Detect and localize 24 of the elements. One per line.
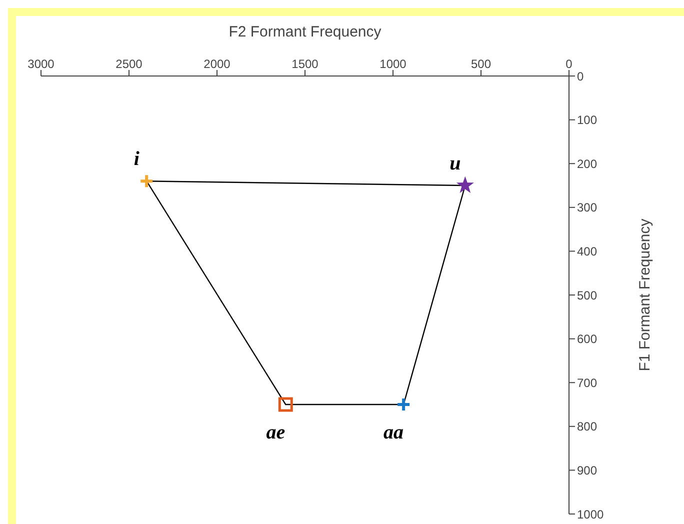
x-tick-label: 0	[566, 57, 573, 71]
x-tick-label: 3000	[28, 57, 55, 71]
series-label: ae	[266, 422, 286, 444]
y-tick-label: 600	[577, 332, 598, 346]
series-label: i	[134, 148, 140, 170]
y-tick-label: 1000	[577, 507, 604, 522]
y-tick-label: 700	[577, 376, 598, 390]
y-tick-label: 100	[577, 113, 598, 128]
series-label: u	[450, 152, 461, 174]
y-tick-label: 0	[577, 69, 584, 84]
y-tick-label: 800	[577, 420, 598, 434]
y-tick-label: 900	[577, 463, 598, 478]
x-tick-label: 500	[470, 57, 492, 71]
x-axis-title: F2 Formant Frequency	[228, 24, 382, 41]
y-tick-label: 300	[577, 200, 598, 215]
x-tick-label: 2000	[204, 57, 231, 71]
y-tick-label: 200	[577, 156, 598, 171]
y-tick-label: 400	[577, 244, 598, 258]
x-tick-label: 2500	[116, 57, 143, 71]
series-label: aa	[384, 422, 404, 444]
x-tick-label: 1500	[292, 57, 319, 71]
x-tick-label: 1000	[380, 57, 407, 71]
y-axis-title: F1 Formant Frequency	[636, 218, 654, 372]
y-tick-label: 500	[577, 288, 598, 302]
